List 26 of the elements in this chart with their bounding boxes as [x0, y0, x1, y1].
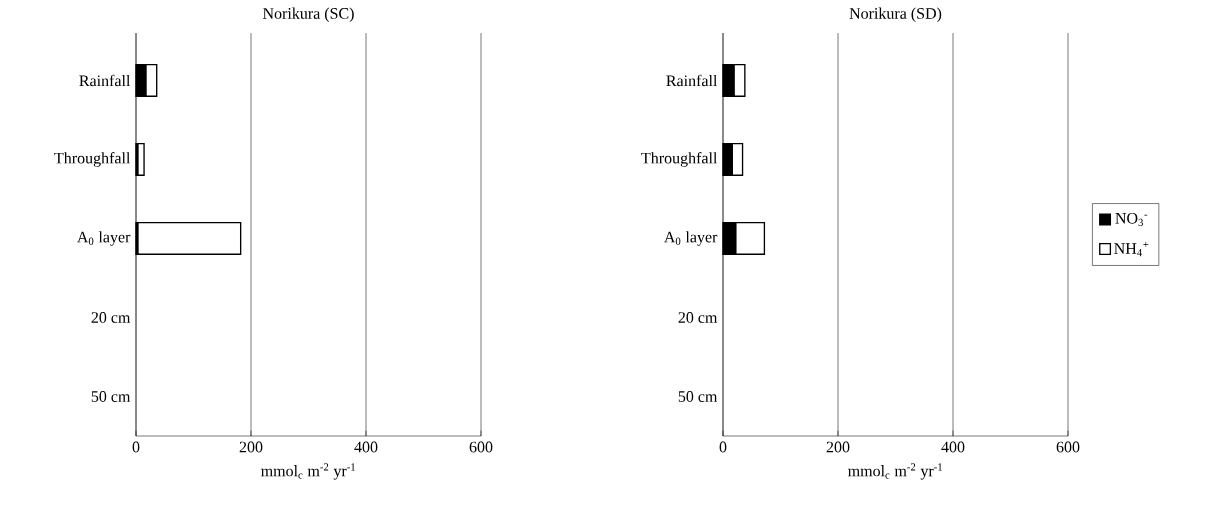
x-tick-label: 400 [354, 441, 378, 453]
y-tick-label: 50 cm [678, 391, 718, 402]
y-tick-label: A$_{0}$ layer [664, 231, 718, 246]
y-tick-label: 20 cm [91, 312, 131, 323]
x-tick-label: 600 [469, 441, 493, 453]
x-axis-title: mmol$_{c}$ m$^{-2}$ yr$^{-1}$ [848, 463, 942, 480]
y-tick-label: Throughfall [54, 152, 131, 167]
x-tick-label: 600 [1056, 441, 1080, 453]
x-tick-label: 200 [239, 441, 263, 453]
y-tick-label: 20 cm [678, 312, 718, 323]
bar [137, 221, 242, 255]
legend-label: NH$_{4}$+ [1114, 241, 1149, 257]
bar [137, 142, 145, 176]
y-tick-label: 50 cm [91, 391, 131, 402]
x-tick-label: 200 [826, 441, 850, 453]
y-tick-label: Throughfall [641, 152, 718, 167]
y-tick-label: Rainfall [666, 74, 718, 87]
x-tick-label: 0 [132, 441, 140, 453]
x-axis-title: mmol$_{c}$ m$^{-2}$ yr$^{-1}$ [261, 463, 355, 480]
chart-title: Norikura (SC) [262, 7, 354, 23]
y-tick-label: Rainfall [79, 74, 131, 87]
x-tick-label: 0 [719, 441, 727, 453]
legend-label: NO$_{3}$- [1115, 212, 1148, 226]
chart-title: Norikura (SD) [849, 7, 942, 23]
x-tick-label: 400 [941, 441, 965, 453]
y-tick-label: A$_{0}$ layer [77, 231, 131, 246]
